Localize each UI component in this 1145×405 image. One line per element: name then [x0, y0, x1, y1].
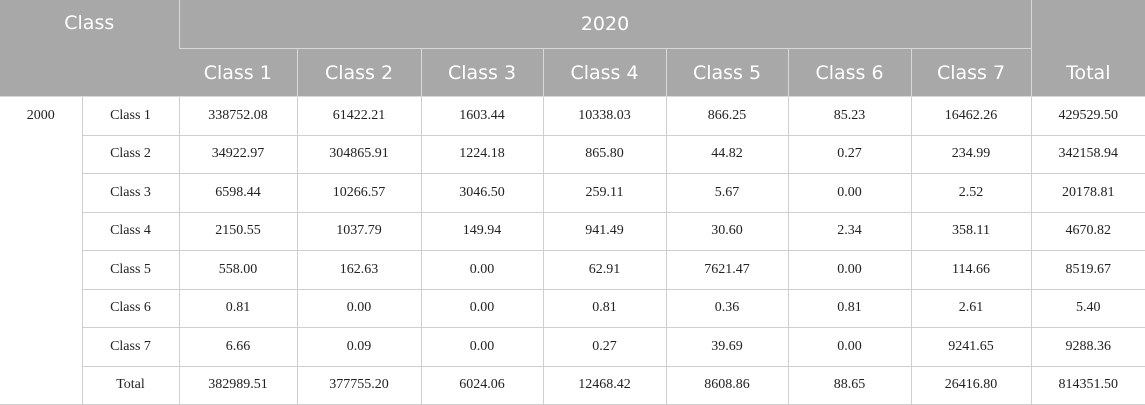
year-2020-header: 2020 — [178, 0, 1032, 49]
column-header: Class 1 — [179, 48, 297, 97]
table-cell: 2.34 — [787, 211, 912, 251]
table-row: 2000 Class 1 338752.08 61422.21 1603.44 10338… — [0, 96, 1145, 405]
table-cell: 10338.03 — [542, 96, 667, 136]
row-label: Class 3 — [81, 173, 180, 213]
column-header: Class 5 — [665, 48, 788, 97]
column-header: Class 6 — [787, 48, 911, 97]
row-label: Class 4 — [81, 211, 180, 251]
table-cell: 0.27 — [542, 327, 667, 367]
table-cell: 6024.06 — [420, 365, 544, 405]
table-cell: 0.81 — [178, 288, 298, 328]
row-total-cell: 9288.36 — [1030, 327, 1145, 367]
table-cell: 304865.91 — [296, 134, 422, 174]
table-cell: 114.66 — [910, 250, 1032, 290]
column-header: Class 7 — [910, 48, 1032, 97]
table-cell: 558.00 — [178, 250, 298, 290]
table-row: Class 4 2150.55 1037.79 149.94 941.49 30.60 2.… — [0, 211, 1145, 251]
table-cell: 61422.21 — [296, 96, 422, 136]
table-cell: 149.94 — [420, 211, 544, 251]
table-cell: 162.63 — [296, 250, 422, 290]
table-cell: 0.81 — [542, 288, 667, 328]
table-cell: 16462.26 — [910, 96, 1032, 136]
table-row: Class 7 6.66 0.09 0.00 0.27 39.69 0.00 9241.65 9… — [0, 327, 1145, 367]
table-cell: 941.49 — [542, 211, 667, 251]
table-cell: 39.69 — [665, 327, 789, 367]
table-cell: 8608.86 — [665, 365, 789, 405]
corner-header: Class — [0, 0, 179, 97]
row-total-cell: 814351.50 — [1030, 365, 1145, 405]
table-cell: 0.00 — [420, 250, 544, 290]
row-total-cell: 20178.81 — [1030, 173, 1145, 213]
table-row: Class 2 34922.97 304865.91 1224.18 865.80 44.… — [0, 134, 1145, 174]
table-cell: 0.00 — [787, 173, 912, 213]
table-cell: 259.11 — [542, 173, 667, 213]
table-cell: 2.52 — [910, 173, 1032, 213]
table-cell: 338752.08 — [178, 96, 298, 136]
table-header: Class 2020 Total Class 1 Class 2 Class 3… — [0, 0, 1145, 97]
column-header: Class 2 — [296, 48, 421, 97]
table-row: Total 382989.51 377755.20 6024.06 12468.42 86… — [0, 365, 1145, 405]
table-cell: 865.80 — [542, 134, 667, 174]
table-cell: 0.00 — [787, 250, 912, 290]
column-header: Class 3 — [420, 48, 543, 97]
row-total-cell: 5.40 — [1030, 288, 1145, 328]
table-cell: 0.00 — [420, 327, 544, 367]
table-cell: 44.82 — [665, 134, 789, 174]
row-total-cell: 8519.67 — [1030, 250, 1145, 290]
table-cell: 0.36 — [665, 288, 789, 328]
row-label: Class 6 — [81, 288, 180, 328]
table-cell: 866.25 — [665, 96, 789, 136]
table-cell: 26416.80 — [910, 365, 1032, 405]
table-cell: 0.09 — [296, 327, 422, 367]
table-cell: 1224.18 — [420, 134, 544, 174]
table-row: Class 6 0.81 0.00 0.00 0.81 0.36 0.81 2.61 5.40 — [0, 288, 1145, 328]
table-cell: 85.23 — [787, 96, 912, 136]
table-cell: 6.66 — [178, 327, 298, 367]
row-label: Class 5 — [81, 250, 180, 290]
row-label: Total — [81, 365, 180, 405]
table-cell: 2.61 — [910, 288, 1032, 328]
table-cell: 10266.57 — [296, 173, 422, 213]
row-total-cell: 342158.94 — [1030, 134, 1145, 174]
table-cell: 0.00 — [296, 288, 422, 328]
table-cell: 0.00 — [420, 288, 544, 328]
table-cell: 3046.50 — [420, 173, 544, 213]
table-cell: 9241.65 — [910, 327, 1032, 367]
table-cell: 7621.47 — [665, 250, 789, 290]
table-row: Class 3 6598.44 10266.57 3046.50 259.11 5.67 0… — [0, 173, 1145, 213]
table-cell: 0.00 — [787, 327, 912, 367]
table-body: 2000 Class 1 338752.08 61422.21 1603.44 10338… — [0, 96, 1145, 405]
row-total-cell: 429529.50 — [1030, 96, 1145, 136]
table-cell: 358.11 — [910, 211, 1032, 251]
table-cell: 34922.97 — [178, 134, 298, 174]
table-cell: 377755.20 — [296, 365, 422, 405]
table-cell: 0.27 — [787, 134, 912, 174]
table-cell: 88.65 — [787, 365, 912, 405]
table-cell: 62.91 — [542, 250, 667, 290]
table-cell: 234.99 — [910, 134, 1032, 174]
table-row: Class 5 558.00 162.63 0.00 62.91 7621.47 0.00 1… — [0, 250, 1145, 290]
table-cell: 5.67 — [665, 173, 789, 213]
row-label: Class 2 — [81, 134, 180, 174]
table-cell: 2150.55 — [178, 211, 298, 251]
column-header: Class 4 — [542, 48, 666, 97]
table-cell: 6598.44 — [178, 173, 298, 213]
row-label: Class 1 — [81, 96, 180, 136]
row-label: Class 7 — [81, 327, 180, 367]
row-total-cell: 4670.82 — [1030, 211, 1145, 251]
total-column-header: Total — [1030, 0, 1145, 97]
table-cell: 12468.42 — [542, 365, 667, 405]
table-cell: 382989.51 — [178, 365, 298, 405]
row-group-year: 2000 — [0, 96, 83, 405]
table-cell: 1037.79 — [296, 211, 422, 251]
table-cell: 30.60 — [665, 211, 789, 251]
table-cell: 1603.44 — [420, 96, 544, 136]
table-cell: 0.81 — [787, 288, 912, 328]
